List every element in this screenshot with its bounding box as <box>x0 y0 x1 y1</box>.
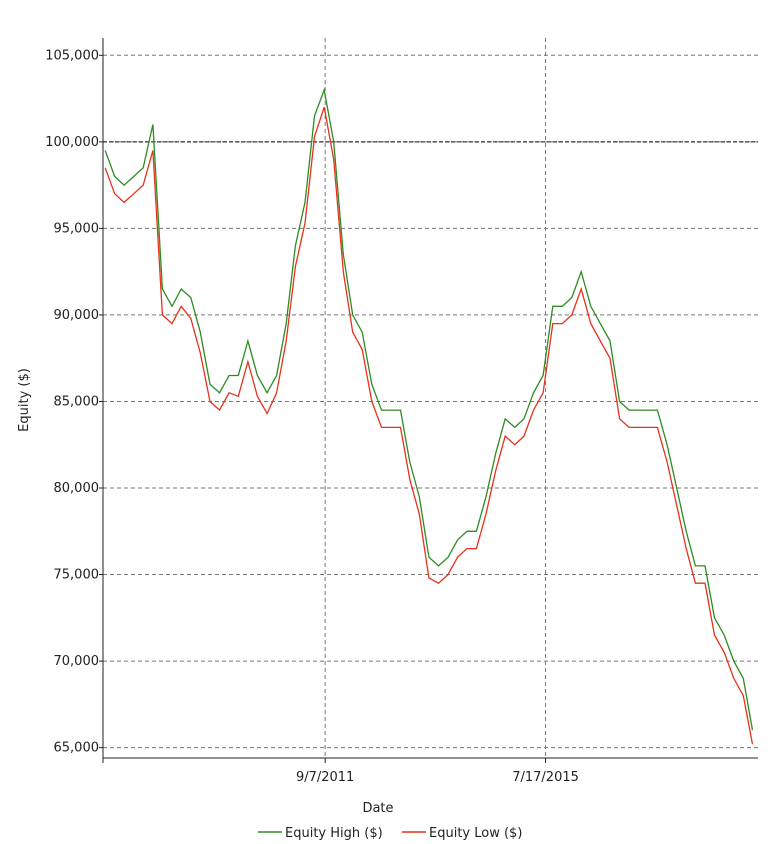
y-tick-label: 105,000 <box>45 48 99 63</box>
x-tick-label: 7/17/2015 <box>512 770 579 785</box>
y-tick-label: 80,000 <box>54 481 100 496</box>
legend-label: Equity Low ($) <box>429 826 522 841</box>
series-line <box>104 106 754 745</box>
y-axis-label: Equity ($) <box>17 368 32 432</box>
y-tick-label: 70,000 <box>54 654 100 669</box>
y-tick-label: 85,000 <box>54 394 100 409</box>
x-tick-label: 9/7/2011 <box>296 770 354 785</box>
legend-label: Equity High ($) <box>285 826 383 841</box>
x-axis-label: Date <box>362 801 393 816</box>
y-tick-label: 100,000 <box>45 135 99 150</box>
y-tick-label: 90,000 <box>54 308 100 323</box>
series-line <box>104 87 754 731</box>
y-tick-label: 65,000 <box>54 741 100 756</box>
y-tick-label: 75,000 <box>54 568 100 583</box>
y-tick-label: 95,000 <box>54 221 100 236</box>
